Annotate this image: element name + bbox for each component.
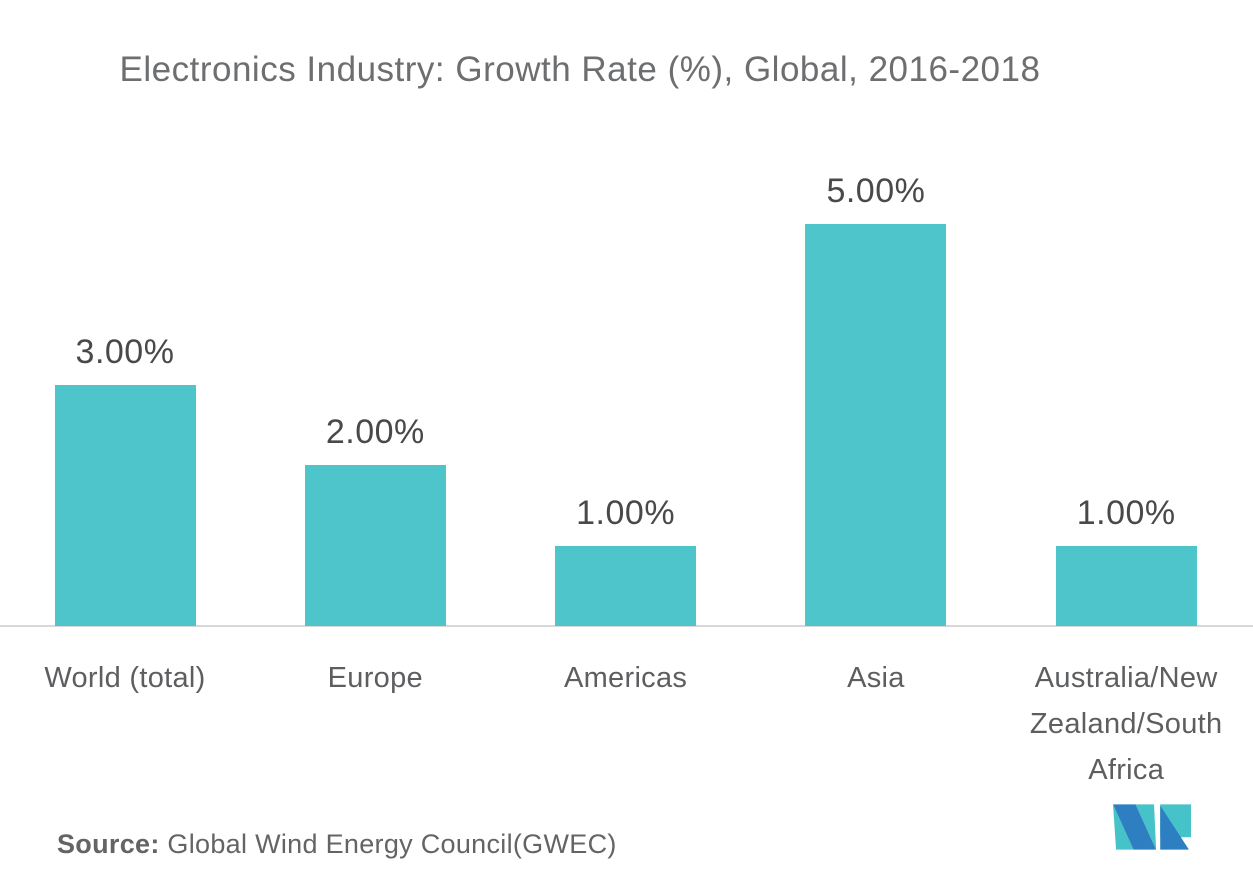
x-axis-line — [0, 625, 1253, 627]
bar-value-label: 5.00% — [826, 172, 926, 210]
logo-blue-band — [1113, 804, 1157, 850]
bar — [304, 465, 446, 626]
bar — [1055, 546, 1197, 626]
bar-column: 1.00% — [501, 494, 751, 626]
category-label: Australia/New Zealand/South Africa — [1029, 662, 1223, 786]
bar — [555, 546, 697, 626]
category-label: Americas — [563, 662, 688, 694]
bar-value-label: 1.00% — [1076, 494, 1176, 532]
source-prefix: Source: — [57, 829, 160, 859]
logo-teal-bottom-shape — [1113, 804, 1134, 850]
source-line: Source: Global Wind Energy Council(GWEC) — [57, 829, 617, 860]
bar-column: 5.00% — [751, 172, 1001, 626]
category-label: Asia — [847, 662, 905, 694]
bar — [805, 224, 947, 626]
chart-title: Electronics Industry: Growth Rate (%), G… — [119, 50, 1041, 89]
bar — [54, 385, 196, 626]
logo-teal-top-shape — [1135, 804, 1157, 850]
bar-value-label: 1.00% — [576, 494, 676, 532]
bar-column: 1.00% — [1001, 494, 1251, 626]
bar-column: 2.00% — [250, 413, 500, 626]
category-label: World (total) — [44, 662, 206, 694]
bar-column: 3.00% — [0, 333, 250, 626]
logo-blue-triangle — [1160, 805, 1189, 850]
bar-value-label: 2.00% — [325, 413, 425, 451]
mordor-intelligence-logo — [1113, 804, 1191, 850]
bar-value-label: 3.00% — [75, 333, 175, 371]
source-text: Global Wind Energy Council(GWEC) — [159, 829, 617, 859]
category-label: Europe — [327, 662, 423, 694]
